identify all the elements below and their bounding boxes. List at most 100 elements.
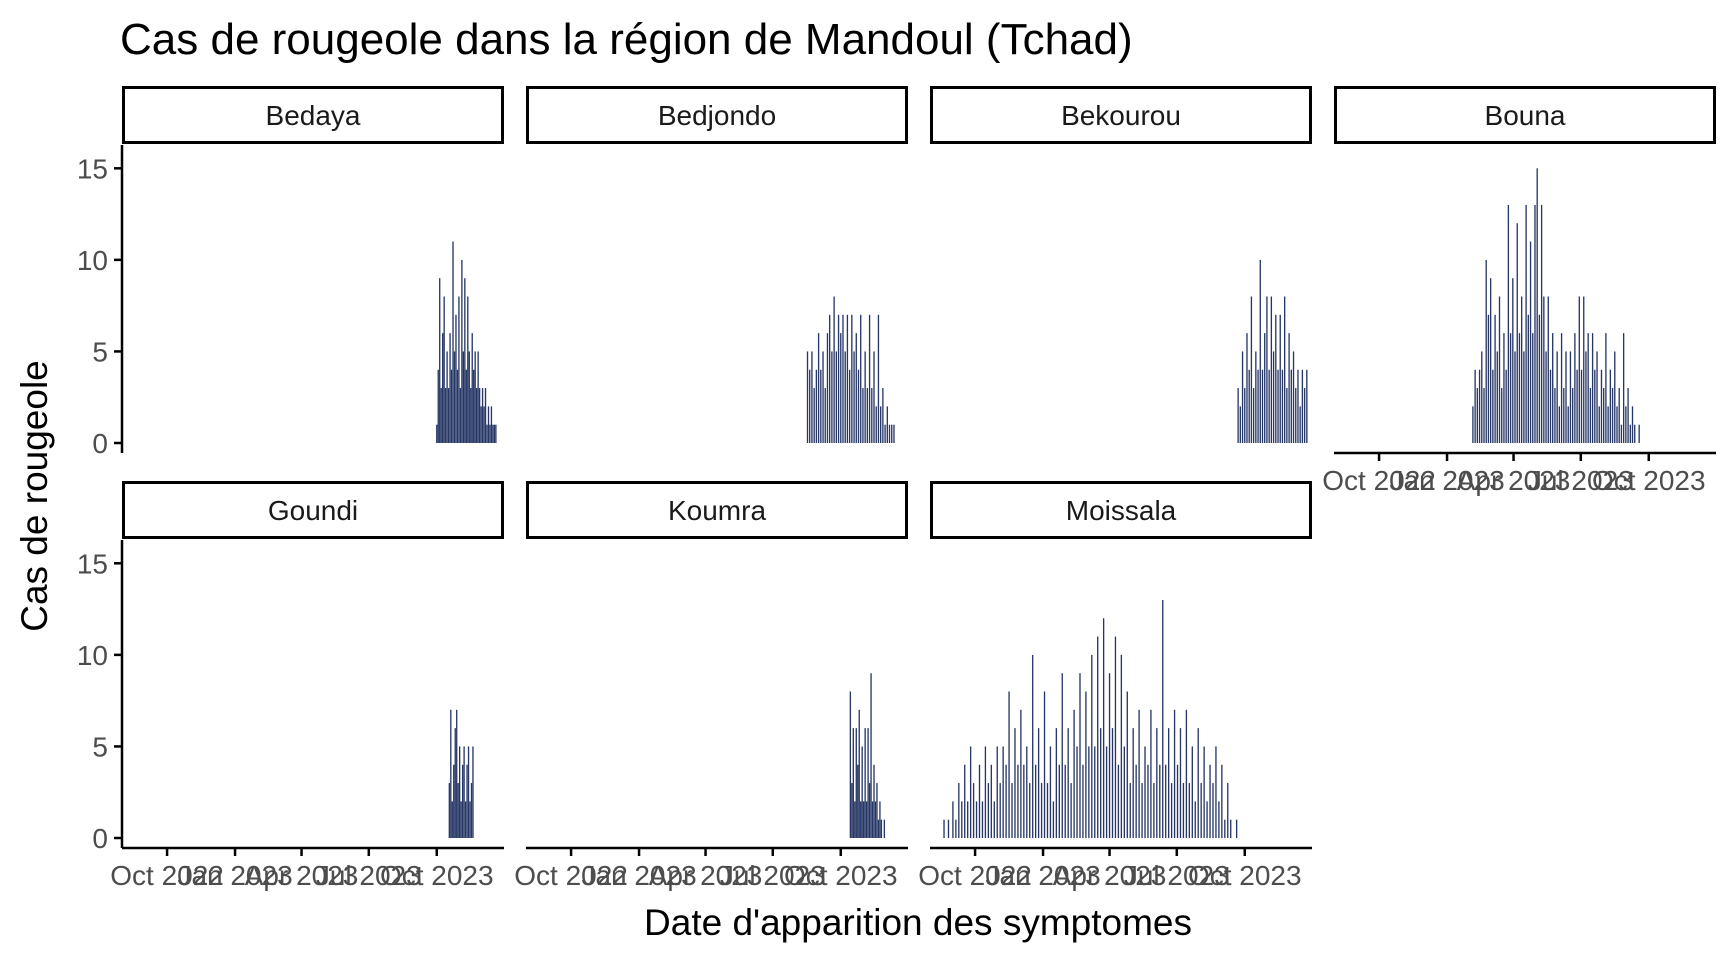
y-axis-label: Cas de rougeole — [14, 360, 55, 632]
bar — [861, 746, 863, 838]
bar — [1565, 351, 1567, 443]
bar — [873, 351, 875, 443]
bar — [969, 746, 972, 838]
bar — [1501, 388, 1503, 443]
bar — [1132, 728, 1134, 839]
y-tick-label: 5 — [92, 731, 108, 762]
bar — [846, 314, 849, 443]
bar — [1020, 709, 1022, 838]
bar — [1241, 351, 1244, 443]
bar — [1536, 168, 1538, 443]
bar — [1162, 599, 1164, 838]
bar — [999, 783, 1001, 838]
bar — [476, 388, 478, 443]
bar — [464, 278, 466, 443]
bar — [1618, 388, 1620, 443]
bar — [1088, 746, 1090, 838]
bar — [1301, 369, 1304, 443]
bar — [1203, 746, 1205, 838]
y-tick-label: 0 — [92, 823, 108, 854]
bar — [1194, 801, 1196, 839]
bar — [1505, 369, 1507, 443]
bar — [469, 801, 471, 839]
bar — [822, 351, 824, 443]
bar — [1239, 406, 1241, 444]
bar — [1558, 406, 1561, 444]
bar — [1270, 296, 1273, 443]
bar — [880, 406, 882, 444]
bar — [446, 351, 448, 443]
y-tick-label: 0 — [92, 428, 108, 459]
bar — [1014, 728, 1016, 839]
bar — [955, 819, 957, 838]
bar — [1248, 369, 1250, 443]
bar — [876, 783, 878, 838]
bar — [831, 351, 833, 443]
bar — [1518, 333, 1521, 444]
bar — [449, 333, 451, 444]
bar — [1638, 424, 1640, 443]
bar — [1173, 709, 1176, 838]
bar — [1509, 333, 1512, 444]
bar — [848, 369, 851, 443]
bar — [1560, 333, 1563, 444]
bar — [1525, 204, 1527, 443]
bar — [1487, 314, 1490, 443]
bar — [835, 351, 837, 443]
bar — [1620, 424, 1623, 443]
bar — [1255, 351, 1257, 443]
bar — [471, 333, 473, 444]
bar — [1580, 369, 1583, 443]
bar — [877, 314, 880, 443]
bar — [463, 746, 465, 838]
bar — [813, 388, 815, 443]
x-tick-label: Oct 2023 — [1592, 465, 1706, 496]
bar — [1494, 314, 1496, 443]
bar — [1292, 351, 1295, 443]
bar — [837, 314, 840, 443]
bar — [481, 388, 484, 443]
bar — [1549, 369, 1552, 443]
bar — [1250, 296, 1253, 443]
bar — [1532, 333, 1534, 444]
x-tick-label: Apr 2023 — [1053, 860, 1167, 891]
bar — [1209, 764, 1211, 838]
bar — [468, 351, 470, 443]
y-tick-label: 15 — [77, 548, 108, 579]
x-tick-label: Apr 2023 — [1457, 465, 1571, 496]
bar — [1097, 636, 1099, 838]
bar — [1176, 764, 1179, 838]
x-tick-label: Oct 2023 — [1188, 860, 1302, 891]
bar — [1156, 728, 1158, 839]
bar — [884, 424, 886, 443]
bar — [1277, 369, 1279, 443]
bar — [1002, 746, 1004, 838]
bar — [860, 801, 862, 839]
bar — [466, 764, 468, 838]
bar — [1235, 819, 1238, 838]
bar — [453, 764, 455, 838]
bar — [451, 801, 453, 839]
bar — [1244, 388, 1246, 443]
x-tick-label: Oct 2022 — [1322, 465, 1436, 496]
bar — [1279, 314, 1281, 443]
bar — [1583, 296, 1585, 443]
bar — [1474, 369, 1476, 443]
bar — [1261, 369, 1264, 443]
bar — [1032, 654, 1034, 839]
x-tick-label: Jul 2023 — [316, 860, 422, 891]
bar — [1288, 333, 1290, 444]
bar — [1472, 406, 1474, 444]
facet-strip-label: Moissala — [1066, 495, 1177, 526]
bar — [1616, 406, 1618, 444]
bar — [493, 424, 496, 443]
bar — [453, 351, 456, 443]
bar — [873, 764, 875, 838]
x-tick-label: Jan 2023 — [985, 860, 1100, 891]
bar — [1153, 783, 1155, 838]
bar — [1587, 333, 1589, 444]
bar — [824, 388, 826, 443]
bar — [840, 333, 842, 444]
bar — [851, 783, 853, 838]
